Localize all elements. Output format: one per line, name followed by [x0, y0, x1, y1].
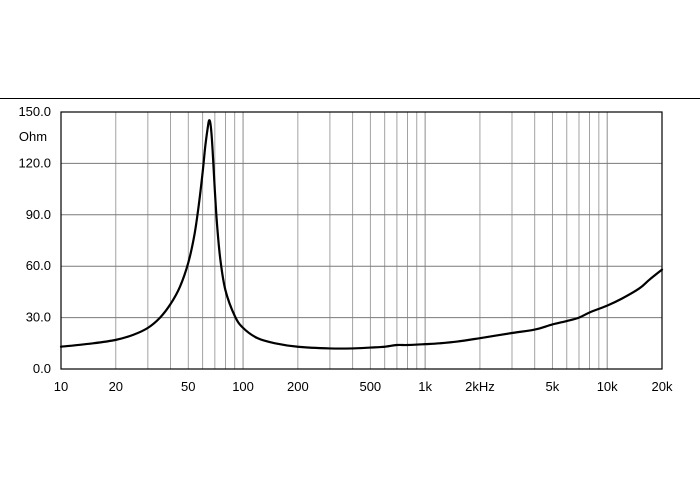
plot-border — [60, 111, 663, 370]
x-tick-label: 50 — [181, 379, 195, 394]
y-tick-label: 90.0 — [26, 207, 51, 222]
x-tick-label: 200 — [287, 379, 309, 394]
x-tick-label: 500 — [359, 379, 381, 394]
x-tick-label: 2kHz — [465, 379, 495, 394]
plot-frame — [60, 111, 663, 370]
y-tick-labels: 0.0 30.0 60.0 90.0 120.0 150.0 — [18, 104, 51, 376]
x-tick-label: 1k — [418, 379, 432, 394]
impedance-curve-0 — [59, 119, 664, 350]
y-tick-label: 120.0 — [18, 155, 51, 170]
y-tick-label: 150.0 — [18, 104, 51, 119]
y-tick-label: 0.0 — [33, 361, 51, 376]
x-tick-label: 100 — [232, 379, 254, 394]
x-tick-label: 20k — [652, 379, 673, 394]
x-tick-label: 10k — [597, 379, 618, 394]
plot-background — [61, 112, 662, 369]
x-tick-label: 10 — [54, 379, 68, 394]
x-tick-label: 20 — [109, 379, 123, 394]
y-axis-unit-label: Ohm — [19, 129, 47, 144]
series-layer — [59, 119, 664, 350]
y-tick-label: 60.0 — [26, 258, 51, 273]
x-tick-label: 5k — [546, 379, 560, 394]
y-tick-label: 30.0 — [26, 310, 51, 325]
x-tick-labels: 10 20 50 100 200 500 1k 2kHz 5k 10k 20k — [54, 379, 673, 394]
top-rule-line — [0, 98, 700, 99]
